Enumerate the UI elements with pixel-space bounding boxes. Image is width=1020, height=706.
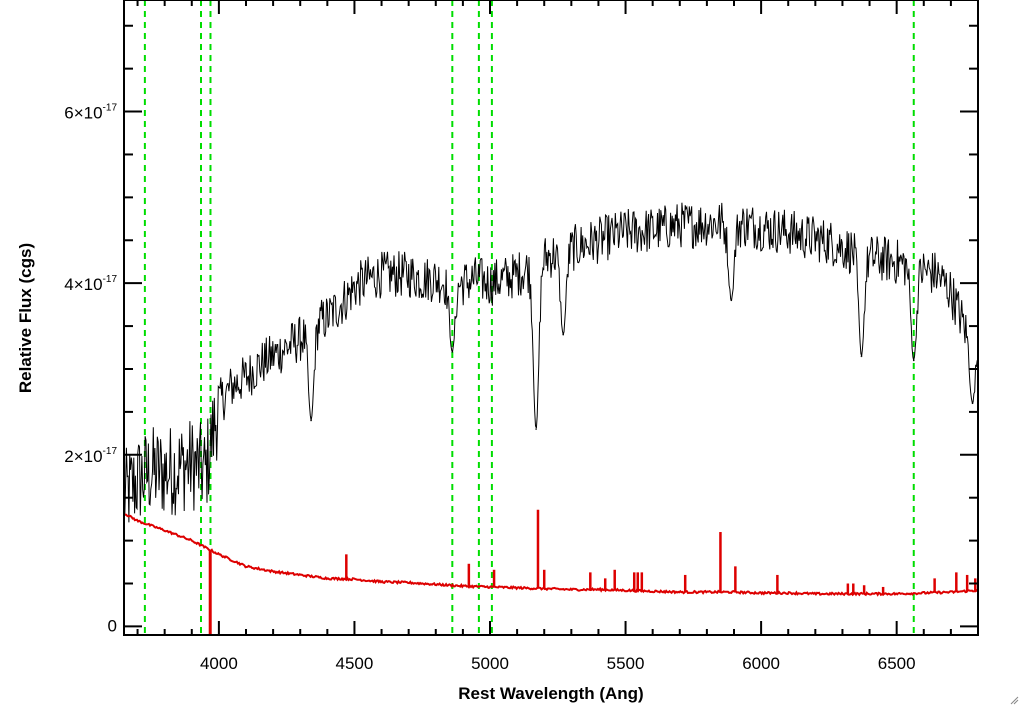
absorption-feature-6370 xyxy=(860,355,863,357)
x-tick-label: 6500 xyxy=(878,654,916,673)
absorption-feature-5170 xyxy=(535,428,537,430)
absorption-feature-5890 xyxy=(730,299,733,302)
observed-spectrum-layer xyxy=(123,202,979,523)
x-tick-label: 4500 xyxy=(336,654,374,673)
x-tick-label: 5500 xyxy=(607,654,645,673)
y-tick-label: 0 xyxy=(108,616,117,635)
absorption-feature-6780 xyxy=(971,402,974,405)
reference-lines xyxy=(143,0,915,635)
x-axis-ticks: 4000 4500 5000 5500 6000 6500 xyxy=(136,0,979,673)
absorption-feature-4861 xyxy=(451,351,454,353)
y-tick-label: 2×10-17 xyxy=(64,446,117,466)
y-tick-label: 6×10-17 xyxy=(64,103,117,123)
model-spectrum-layer xyxy=(123,509,979,635)
x-tick-label: 5000 xyxy=(471,654,509,673)
x-axis-title: Rest Wavelength (Ang) xyxy=(458,684,643,703)
model-spectrum-line xyxy=(123,512,979,597)
x-tick-label: 4000 xyxy=(200,654,238,673)
plot-frame xyxy=(123,0,979,636)
absorption-feature-6563 xyxy=(912,359,915,362)
y-axis-title: Relative Flux (cgs) xyxy=(16,243,35,393)
absorption-feature-4340 xyxy=(310,419,312,422)
absorption-feature-5270 xyxy=(562,333,564,336)
resize-grip-icon[interactable] xyxy=(1010,696,1019,705)
y-tick-label: 4×10-17 xyxy=(64,274,117,294)
x-tick-label: 6000 xyxy=(742,654,780,673)
observed-spectrum-line xyxy=(123,202,979,523)
y-axis-ticks: 0 2×10-17 4×10-17 6×10-17 xyxy=(64,24,978,635)
